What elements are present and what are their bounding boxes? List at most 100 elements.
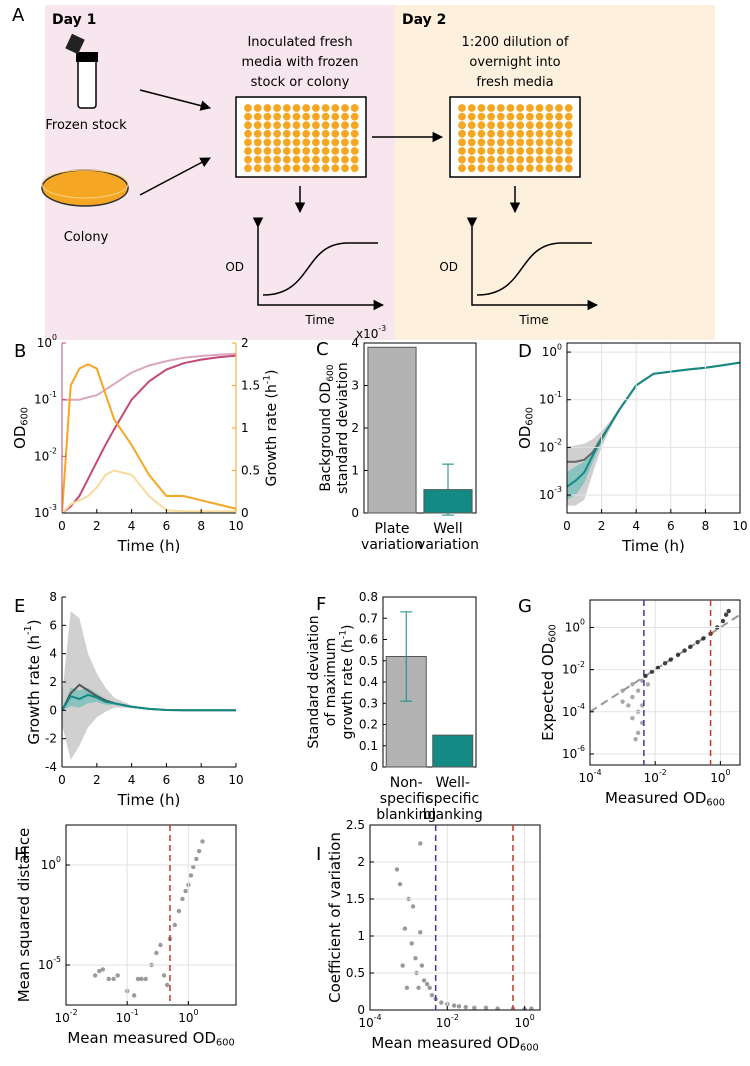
point bbox=[630, 682, 635, 687]
point bbox=[100, 967, 106, 972]
arrow bbox=[139, 157, 211, 196]
panel-letter: G bbox=[518, 596, 532, 617]
point bbox=[723, 612, 729, 617]
point bbox=[158, 942, 163, 948]
y-tick-label: 3 bbox=[351, 378, 359, 392]
x-tick-label: 10 bbox=[228, 773, 243, 787]
well bbox=[555, 104, 563, 112]
point bbox=[176, 908, 182, 914]
axis-label: OD bbox=[225, 260, 244, 274]
x-tick-label: 10 bbox=[228, 519, 243, 533]
well bbox=[535, 104, 544, 112]
y-axis-label: standard deviation bbox=[335, 362, 351, 494]
well bbox=[564, 147, 573, 155]
point bbox=[139, 976, 144, 982]
point bbox=[418, 841, 423, 846]
x-axis-label: Mean measured OD600 bbox=[67, 1029, 234, 1049]
point bbox=[620, 688, 625, 693]
well bbox=[331, 112, 340, 121]
well bbox=[292, 121, 301, 130]
well bbox=[467, 147, 476, 155]
well bbox=[350, 121, 359, 130]
point bbox=[191, 864, 196, 870]
well bbox=[535, 164, 544, 173]
point bbox=[183, 888, 188, 894]
well bbox=[244, 164, 252, 173]
y-tick-label: 10-2 bbox=[34, 447, 57, 463]
y-tick-label: 10-1 bbox=[34, 390, 57, 406]
x-tick-label: 6 bbox=[667, 519, 675, 533]
point bbox=[194, 856, 199, 862]
y-tick-label: 8 bbox=[49, 590, 57, 604]
well bbox=[244, 104, 252, 112]
well bbox=[263, 155, 272, 164]
well bbox=[312, 147, 320, 155]
well bbox=[263, 138, 272, 147]
frame bbox=[65, 824, 237, 1006]
y-tick-label: 0.1 bbox=[359, 738, 378, 752]
category-label: specific bbox=[380, 791, 433, 807]
well bbox=[321, 138, 330, 147]
well bbox=[526, 155, 534, 164]
point bbox=[495, 1006, 500, 1010]
step-text: 1:200 dilution of bbox=[462, 35, 569, 50]
point bbox=[143, 976, 148, 982]
y-axis-label: of maximum bbox=[323, 638, 339, 726]
well bbox=[526, 121, 534, 130]
panel: F 0 0.1 0.2 0.3 0.4 0.5 0.6 0.7 0.8 Non-specificbl… bbox=[306, 590, 483, 824]
y-tick-label: 4 bbox=[351, 336, 359, 350]
well bbox=[350, 147, 359, 155]
point bbox=[154, 950, 159, 956]
x-tick-label: 4 bbox=[128, 519, 136, 533]
error-bar bbox=[442, 463, 454, 516]
panel-letter: H bbox=[14, 844, 28, 865]
bar bbox=[432, 734, 474, 768]
petri-rim bbox=[41, 169, 129, 199]
line bbox=[62, 693, 236, 712]
category-label: Well- bbox=[436, 775, 470, 791]
day-label: Day 1 bbox=[52, 12, 96, 28]
point bbox=[626, 703, 631, 708]
well bbox=[477, 155, 486, 164]
point bbox=[400, 963, 405, 968]
panel: E -4 -2 0 2 4 6 8 0 2 4 6 8 10 Time (h) Growth rate (h-… bbox=[14, 590, 244, 809]
well bbox=[487, 112, 495, 121]
y-tick-label: 10-1 bbox=[539, 390, 562, 406]
well bbox=[263, 121, 272, 130]
well bbox=[545, 121, 554, 130]
axis-multiplier: x10-3 bbox=[356, 324, 386, 340]
point bbox=[416, 985, 421, 990]
well bbox=[321, 121, 330, 130]
well bbox=[487, 138, 495, 147]
category-label: blanking bbox=[376, 807, 436, 823]
well bbox=[321, 104, 330, 112]
well bbox=[321, 147, 330, 155]
well bbox=[467, 155, 476, 164]
tube-label bbox=[65, 33, 85, 55]
point bbox=[135, 976, 141, 982]
step-text: overnight into bbox=[469, 55, 560, 70]
point bbox=[164, 982, 170, 988]
well bbox=[564, 129, 573, 138]
panel-letter: I bbox=[316, 844, 321, 865]
category-label: specific bbox=[426, 791, 479, 807]
y-tick-label: 0 bbox=[370, 760, 378, 774]
well bbox=[564, 138, 573, 147]
well bbox=[302, 104, 311, 112]
well bbox=[458, 155, 466, 164]
y2-tick-label: 0 bbox=[241, 506, 249, 520]
well bbox=[253, 164, 262, 173]
well bbox=[487, 164, 495, 173]
x-tick-label: 100 bbox=[178, 1008, 198, 1024]
point bbox=[404, 985, 410, 990]
well bbox=[282, 138, 291, 147]
well bbox=[312, 155, 320, 164]
y-tick-label: 1 bbox=[351, 463, 359, 477]
well bbox=[516, 164, 525, 173]
plot-area bbox=[62, 352, 236, 513]
y-tick-label: 0.8 bbox=[359, 590, 378, 604]
step-text: fresh media bbox=[476, 75, 553, 90]
well bbox=[263, 147, 272, 155]
y-axis-label: Coefficient of variation bbox=[326, 832, 344, 1003]
point bbox=[111, 976, 116, 982]
